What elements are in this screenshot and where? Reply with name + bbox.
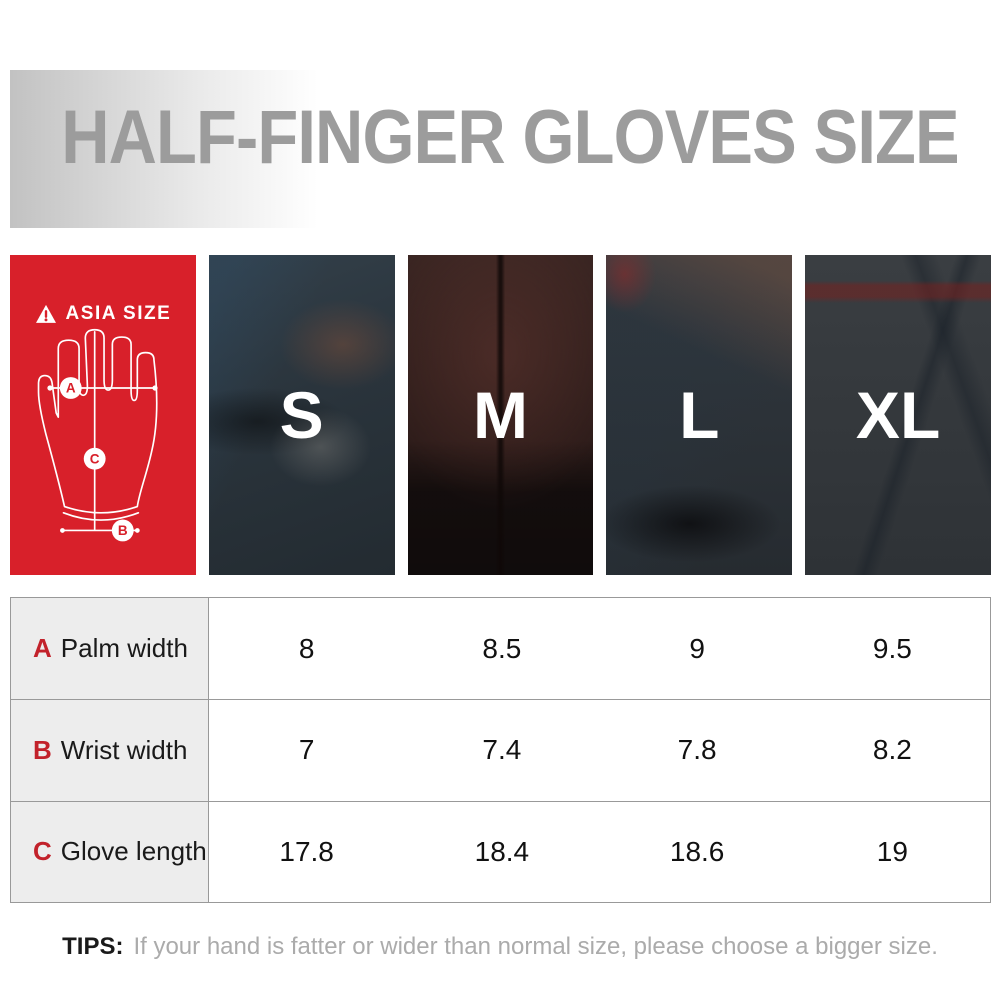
table-row-palm-width: A Palm width 8 8.5 9 9.5 <box>11 598 990 700</box>
title-gradient-backdrop <box>10 70 318 228</box>
size-letter-xl: XL <box>855 378 941 452</box>
table-cell: 19 <box>876 835 908 867</box>
row-label-cell: C Glove length <box>11 801 209 902</box>
table-cell: 9 <box>689 632 705 664</box>
asia-size-label: ASIA SIZE <box>65 303 172 324</box>
table-cell: 8 <box>298 632 315 664</box>
glove-measurement-diagram: A C B <box>37 328 158 542</box>
row-label-text: Glove length <box>60 836 207 867</box>
size-photo-panel-s: S <box>208 255 395 575</box>
table-cell: 9.5 <box>872 632 912 664</box>
row-label-text: Wrist width <box>60 734 188 765</box>
table-cell: 8.2 <box>872 734 912 766</box>
size-photo-panel-xl: XL <box>805 255 991 575</box>
marker-a-letter: A <box>66 381 76 396</box>
glove-outline <box>37 328 158 514</box>
tips-text: If your hand is fatter or wider than nor… <box>133 933 938 960</box>
row-label-text: Palm width <box>60 633 188 664</box>
table-row-glove-length: C Glove length 17.8 18.4 18.6 19 <box>11 800 990 902</box>
size-letter-l: L <box>679 378 720 452</box>
warning-triangle-icon <box>35 304 56 323</box>
asia-size-panel: ASIA SIZE <box>10 255 196 575</box>
marker-c-letter: C <box>90 451 100 466</box>
row-marker-c: C <box>33 836 52 867</box>
table-cell: 7.8 <box>677 734 717 766</box>
table-row-wrist-width: B Wrist width 7 7.4 7.8 8.2 <box>11 699 990 801</box>
page-title-text: HALF-FINGER GLOVES SIZE <box>61 95 959 180</box>
tips-line: TIPS: If your hand is fatter or wider tha… <box>0 932 1000 962</box>
tips-label: TIPS: <box>62 933 124 960</box>
marker-b-badge <box>111 519 134 542</box>
size-letter-s: S <box>279 378 324 452</box>
table-cell: 17.8 <box>279 835 334 867</box>
row-label-cell: A Palm width <box>11 598 209 700</box>
table-cell: 18.6 <box>669 835 725 867</box>
marker-a-badge <box>59 377 82 399</box>
glove-cuff-seam <box>62 511 140 521</box>
table-cell: 8.5 <box>482 632 522 664</box>
size-table: A Palm width 8 8.5 9 9.5 B Wrist width 7… <box>10 597 991 903</box>
asia-size-header: ASIA SIZE <box>10 303 196 325</box>
table-cell: 18.4 <box>474 835 530 867</box>
row-marker-b: B <box>33 734 52 765</box>
size-photo-panel-l: L <box>606 255 793 575</box>
row-marker-a: A <box>33 633 52 664</box>
marker-c-badge <box>83 447 106 470</box>
size-panels-row: ASIA SIZE <box>10 255 991 575</box>
row-label-cell: B Wrist width <box>11 700 209 801</box>
table-cell: 7.4 <box>482 734 522 766</box>
marker-b-letter: B <box>118 523 128 538</box>
page-title: HALF-FINGER GLOVES SIZE <box>0 100 1000 176</box>
size-photo-panel-m: M <box>407 255 594 575</box>
table-cell: 7 <box>298 734 315 766</box>
size-letter-m: M <box>473 378 528 452</box>
